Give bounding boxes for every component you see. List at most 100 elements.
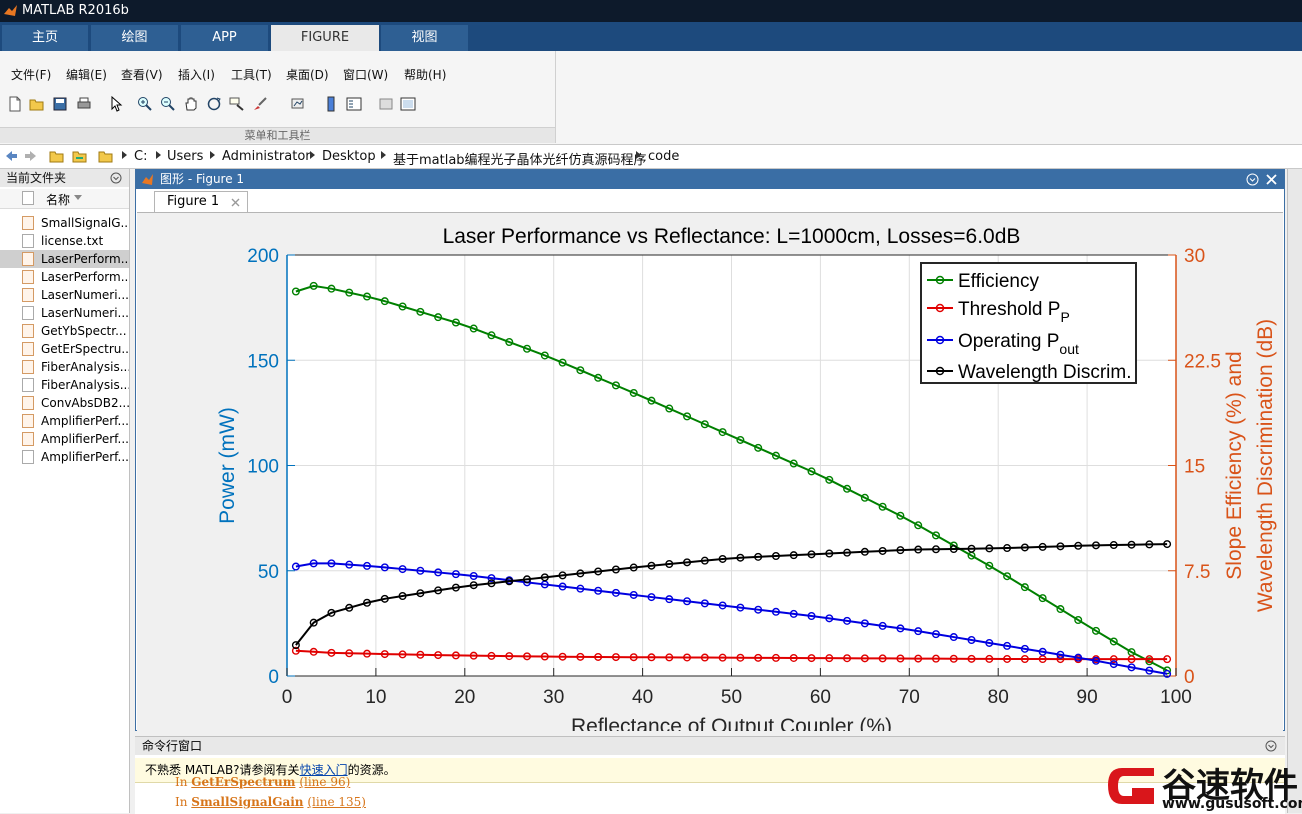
browse-folder-icon[interactable]	[72, 149, 87, 163]
series-point-0	[523, 344, 532, 353]
path-segment[interactable]: Administrator	[222, 149, 311, 164]
print-icon[interactable]	[76, 96, 92, 112]
save-icon[interactable]	[52, 96, 68, 112]
show-plot-tools-icon[interactable]	[400, 96, 416, 112]
menu-tools[interactable]: 工具(T)	[231, 68, 272, 82]
path-separator-icon	[156, 151, 161, 159]
x-tick-label: 100	[1160, 687, 1192, 708]
file-item[interactable]: AmplifierPerf...	[0, 412, 129, 430]
series-point-1	[700, 653, 709, 662]
series-point-2	[611, 588, 620, 597]
series-point-2	[434, 568, 443, 577]
file-item[interactable]: LaserPerform...	[0, 268, 129, 286]
series-point-3	[451, 583, 460, 592]
file-item[interactable]: license.txt	[0, 232, 129, 250]
series-point-3	[949, 544, 958, 553]
y-tick-label-left: 50	[258, 562, 279, 583]
right-panel-strip[interactable]	[1287, 169, 1302, 813]
file-item[interactable]: LaserPerform...	[0, 250, 129, 268]
file-item[interactable]: FiberAnalysis....	[0, 358, 129, 376]
file-item[interactable]: GetYbSpectr...	[0, 322, 129, 340]
panel-menu-icon[interactable]	[110, 172, 122, 184]
brush-icon[interactable]	[252, 96, 268, 112]
function-link[interactable]: GetErSpectrum	[191, 775, 296, 789]
y-tick-label-right: 22.5	[1184, 351, 1221, 372]
path-segment[interactable]: C:	[134, 149, 148, 164]
series-point-3	[914, 545, 923, 554]
series-point-1	[594, 652, 603, 661]
menu-help[interactable]: 帮助(H)	[404, 68, 447, 82]
menu-view[interactable]: 查看(V)	[121, 68, 163, 82]
file-item[interactable]: AmplifierPerf...	[0, 448, 129, 466]
close-tab-icon[interactable]	[231, 198, 240, 207]
tab-figure[interactable]: FIGURE	[271, 25, 379, 51]
file-item[interactable]: FiberAnalysis....	[0, 376, 129, 394]
tab-view[interactable]: 视图	[381, 25, 468, 51]
zoom-out-icon[interactable]	[160, 96, 176, 112]
menu-file[interactable]: 文件(F)	[11, 68, 52, 82]
series-point-1	[540, 652, 549, 661]
new-file-icon[interactable]	[7, 96, 23, 112]
command-output-line: In SmallSignalGain (line 135)	[175, 795, 366, 809]
file-item[interactable]: GetErSpectru...	[0, 340, 129, 358]
chart-title: Laser Performance vs Reflectance: L=1000…	[443, 225, 1021, 248]
series-point-0	[416, 307, 425, 316]
menu-insert[interactable]: 插入(I)	[178, 68, 215, 82]
series-point-2	[309, 559, 318, 568]
series-point-1	[487, 651, 496, 660]
series-point-2	[914, 627, 923, 636]
tab-home[interactable]: 主页	[2, 25, 88, 51]
file-item[interactable]: ConvAbsDB2...	[0, 394, 129, 412]
menu-desktop[interactable]: 桌面(D)	[286, 68, 329, 82]
menu-window[interactable]: 窗口(W)	[343, 68, 389, 82]
file-name: LaserPerform...	[41, 270, 129, 284]
figure-options-icon[interactable]	[1246, 173, 1259, 186]
getting-started-link[interactable]: 快速入门	[299, 763, 348, 777]
file-name: FiberAnalysis....	[41, 360, 129, 374]
pan-icon[interactable]	[183, 96, 199, 112]
path-segment[interactable]: code	[648, 149, 680, 164]
tab-figure-1[interactable]: Figure 1	[154, 191, 248, 212]
text-file-icon	[22, 378, 34, 392]
file-name: GetYbSpectr...	[41, 324, 127, 338]
series-point-2	[487, 574, 496, 583]
y-tick-label-right: 30	[1184, 246, 1205, 267]
colorbar-icon[interactable]	[324, 96, 340, 112]
menu-edit[interactable]: 编辑(E)	[66, 68, 107, 82]
open-folder-icon[interactable]	[29, 96, 45, 112]
series-point-1	[309, 647, 318, 656]
path-segment[interactable]: 基于matlab编程光子晶体光纤仿真源码程序	[393, 153, 647, 168]
file-item[interactable]: LaserNumeri...	[0, 286, 129, 304]
tab-plots[interactable]: 绘图	[91, 25, 178, 51]
path-segment[interactable]: Users	[167, 149, 204, 164]
name-column-header[interactable]: 名称	[0, 189, 129, 209]
file-name: LaserPerform...	[41, 252, 129, 266]
up-folder-icon[interactable]	[49, 149, 64, 163]
series-point-2	[985, 638, 994, 647]
close-icon[interactable]	[1266, 174, 1277, 185]
legend-label: Threshold PP	[958, 299, 1070, 325]
file-item[interactable]: SmallSignalG...	[0, 214, 129, 232]
legend-icon[interactable]	[346, 96, 362, 112]
file-item[interactable]: AmplifierPerf...	[0, 430, 129, 448]
text-file-icon	[22, 450, 34, 464]
rotate-icon[interactable]	[206, 96, 222, 112]
line-link[interactable]: (line 96)	[299, 775, 351, 789]
m-file-icon	[22, 432, 34, 446]
series-point-2	[931, 630, 940, 639]
link-icon[interactable]	[290, 96, 306, 112]
pointer-icon[interactable]	[108, 96, 124, 112]
data-cursor-icon[interactable]	[229, 96, 245, 112]
back-icon[interactable]	[4, 149, 18, 163]
line-link[interactable]: (line 135)	[307, 795, 366, 809]
hide-plot-tools-icon[interactable]	[378, 96, 394, 112]
file-item[interactable]: LaserNumeri...	[0, 304, 129, 322]
panel-menu-icon[interactable]	[1265, 740, 1277, 752]
path-segment[interactable]: Desktop	[322, 149, 376, 164]
tab-apps[interactable]: APP	[181, 25, 268, 51]
name-column-label: 名称	[46, 193, 71, 207]
series-point-3	[985, 544, 994, 553]
function-link[interactable]: SmallSignalGain	[191, 795, 304, 809]
zoom-in-icon[interactable]	[137, 96, 153, 112]
forward-icon[interactable]	[24, 149, 38, 163]
